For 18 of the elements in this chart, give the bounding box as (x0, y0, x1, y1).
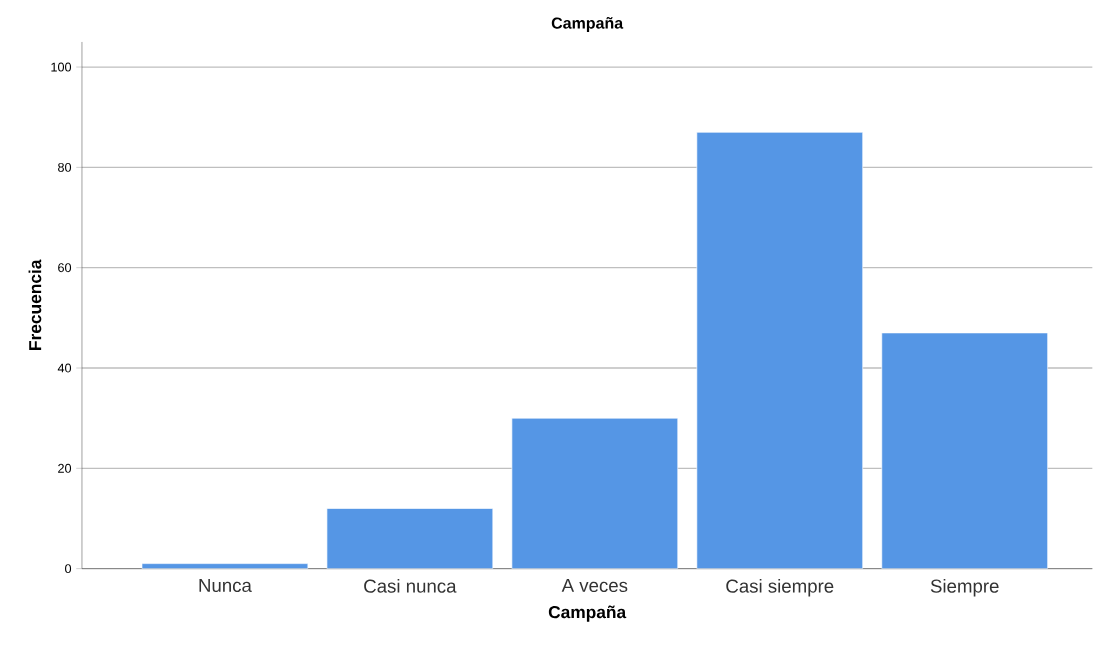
y-tick-label: 60 (58, 263, 72, 273)
y-tick-label: 100 (51, 62, 72, 72)
y-tick-label: 20 (58, 464, 72, 474)
x-tick-label: Nunca (199, 579, 252, 593)
y-tick-label: 40 (57, 363, 72, 373)
x-tick-label: Siempre (930, 579, 999, 597)
y-tick-label: 0 (65, 564, 72, 574)
x-tick-label: A veces (561, 579, 628, 593)
bar (696, 132, 864, 569)
x-tick-label: Casi siempre (726, 579, 834, 597)
x-tick-label: Casi nunca (364, 579, 457, 593)
bar (326, 508, 494, 569)
bar (881, 332, 1049, 569)
chart-title: Campaña (551, 17, 624, 33)
y-axis-title: Frecuencia (28, 259, 42, 351)
bar (511, 418, 679, 569)
y-tick-label: 80 (58, 163, 72, 173)
x-axis-title: Campaña (548, 605, 627, 622)
